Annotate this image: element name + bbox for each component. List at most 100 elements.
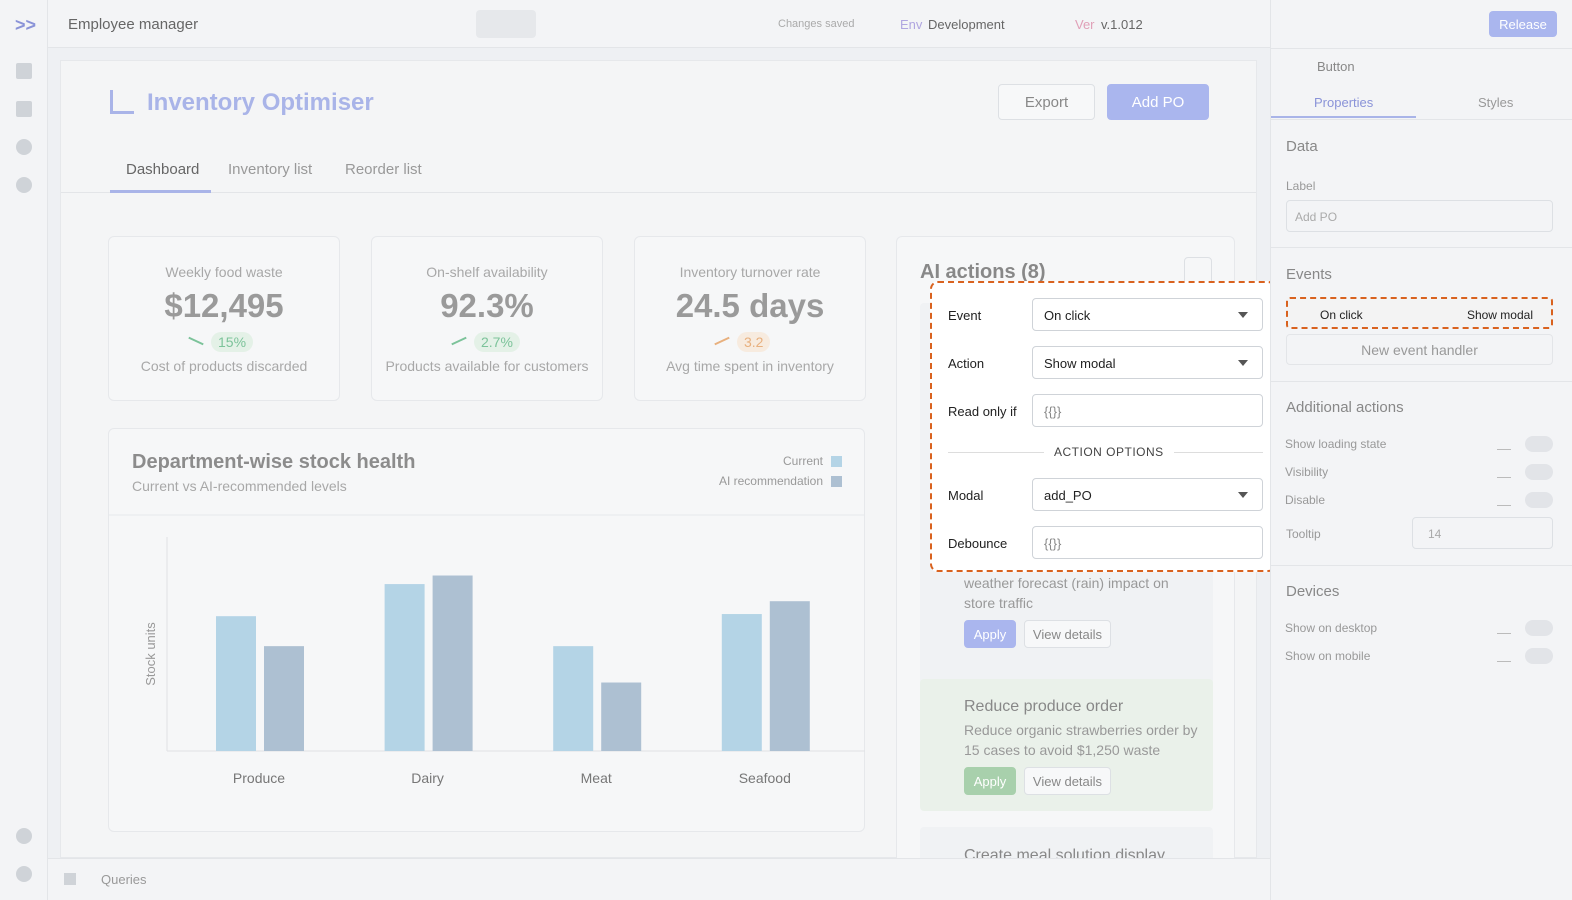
details-button[interactable]: View details [1024,767,1111,795]
queries-icon[interactable] [16,101,32,117]
field-label: Tooltip [1286,527,1321,541]
settings-icon[interactable] [16,177,32,193]
section-title: Data [1286,138,1318,155]
theme-icon[interactable] [16,866,32,882]
kpi-value: 92.3% [440,287,534,324]
fx-icon [1497,620,1511,634]
toggle-label: Visibility [1285,465,1329,479]
apply-button[interactable]: Apply [964,620,1016,648]
handler-action: Show modal [1466,308,1533,322]
version-select[interactable]: v.1.012 [1101,17,1143,32]
ver-label: Ver [1075,17,1095,32]
trend-icon [188,336,204,346]
field-label: Debounce [948,536,1008,551]
add-po-button[interactable]: Add PO [1107,84,1209,120]
fx-icon [1497,648,1511,662]
queries-tab[interactable]: Queries [101,872,147,887]
pages-icon[interactable] [16,63,32,79]
chart: Department-wise stock health Current vs … [108,451,865,786]
bar [216,616,256,751]
toggle[interactable] [1525,464,1553,480]
toggle[interactable] [1525,492,1553,508]
bar [769,601,810,751]
ai-card-desc: weather forecast (rain) impact on store … [964,575,1169,611]
bar [721,614,762,751]
env-select[interactable]: Development [928,17,1005,32]
section-divider: ACTION OPTIONS [1044,445,1174,459]
kpi-card: Inventory turnover rate 24.5 days 3.2 Avg t… [634,236,866,401]
debug-icon[interactable] [16,139,32,155]
tab[interactable]: Properties [1314,95,1374,110]
app-icon [110,90,134,114]
section-title: Devices [1286,583,1340,600]
divider [1271,381,1572,382]
component-name: Button [1317,59,1355,74]
tab[interactable]: Styles [1478,95,1514,110]
kpi-caption: Products available for customers [385,358,589,374]
ai-card-desc: Reduce organic strawberries order by 15 … [964,722,1198,758]
device-toggle[interactable] [476,10,536,38]
bar [264,646,304,751]
fx-icon [1497,492,1511,506]
fx-icon [1497,436,1511,450]
saved-status: Changes saved [778,18,855,30]
modal-select[interactable]: add_PO [1032,478,1263,511]
label-input[interactable]: Add PO [1286,200,1553,232]
kpi-label: On-shelf availability [426,264,548,280]
chart-subtitle: Current vs AI-recommended levels [132,478,347,494]
inspector: Release Button Properties Styles Data La… [1270,0,1572,900]
tab-indicator [1271,116,1416,118]
kpi-caption: Avg time spent in inventory [666,358,834,374]
toggle[interactable] [1525,648,1553,664]
tooltip-input[interactable]: 14 [1412,517,1553,549]
x-tick-label: Meat [581,770,612,786]
kpi-change: 2.7% [474,332,520,352]
ai-card: Reduce produce order Reduce organic stra… [920,679,1213,811]
x-tick-label: Produce [233,770,285,786]
divider [1271,247,1572,248]
logo[interactable]: >> [15,15,37,35]
left-rail: >> [0,0,48,900]
toggle[interactable] [1525,620,1553,636]
event-handler[interactable]: On click Show modal [1286,297,1553,329]
toggle-label: Show on desktop [1285,621,1378,635]
field-label: Read only if [948,404,1017,419]
bar [553,646,594,751]
section-title: Events [1286,266,1332,283]
action-select[interactable]: Show modal [1032,346,1263,379]
kpi-label: Inventory turnover rate [679,264,821,280]
x-tick-label: Seafood [739,770,791,786]
handler-event: On click [1320,308,1363,322]
tab[interactable]: Reorder list [345,161,422,178]
section-title: Additional actions [1286,399,1404,416]
tab[interactable]: Inventory list [228,161,313,178]
trend-icon [451,336,467,346]
toggle-label: Show on mobile [1285,649,1371,663]
kpi-card: On-shelf availability 92.3% 2.7% Products a… [371,236,603,401]
trend-icon [714,336,730,346]
field-label: Event [948,308,982,323]
new-handler-button[interactable]: New event handler [1286,334,1553,365]
kpi-value: $12,495 [164,287,284,324]
legend-swatch [831,476,842,487]
divider [1271,565,1572,566]
tab[interactable]: Dashboard [126,161,200,178]
toggle[interactable] [1525,436,1553,452]
details-button[interactable]: View details [1024,620,1111,648]
ai-title: AI actions (8) [920,261,1046,283]
debounce-input[interactable]: {{}} [1032,526,1263,559]
y-axis-label: Stock units [143,622,158,686]
event-select[interactable]: On click [1032,298,1263,331]
tab-indicator [110,190,211,193]
chat-icon[interactable] [16,828,32,844]
bar [384,584,425,751]
divider [1271,48,1572,49]
app-name: Employee manager [68,16,199,33]
apply-button[interactable]: Apply [964,767,1016,795]
kpi-card: Weekly food waste $12,495 15% Cost of produ… [108,236,340,401]
release-button[interactable]: Release [1489,11,1557,37]
export-button[interactable]: Export [998,84,1095,120]
read-only-input[interactable]: {{}} [1032,394,1263,427]
fx-icon [1497,464,1511,478]
